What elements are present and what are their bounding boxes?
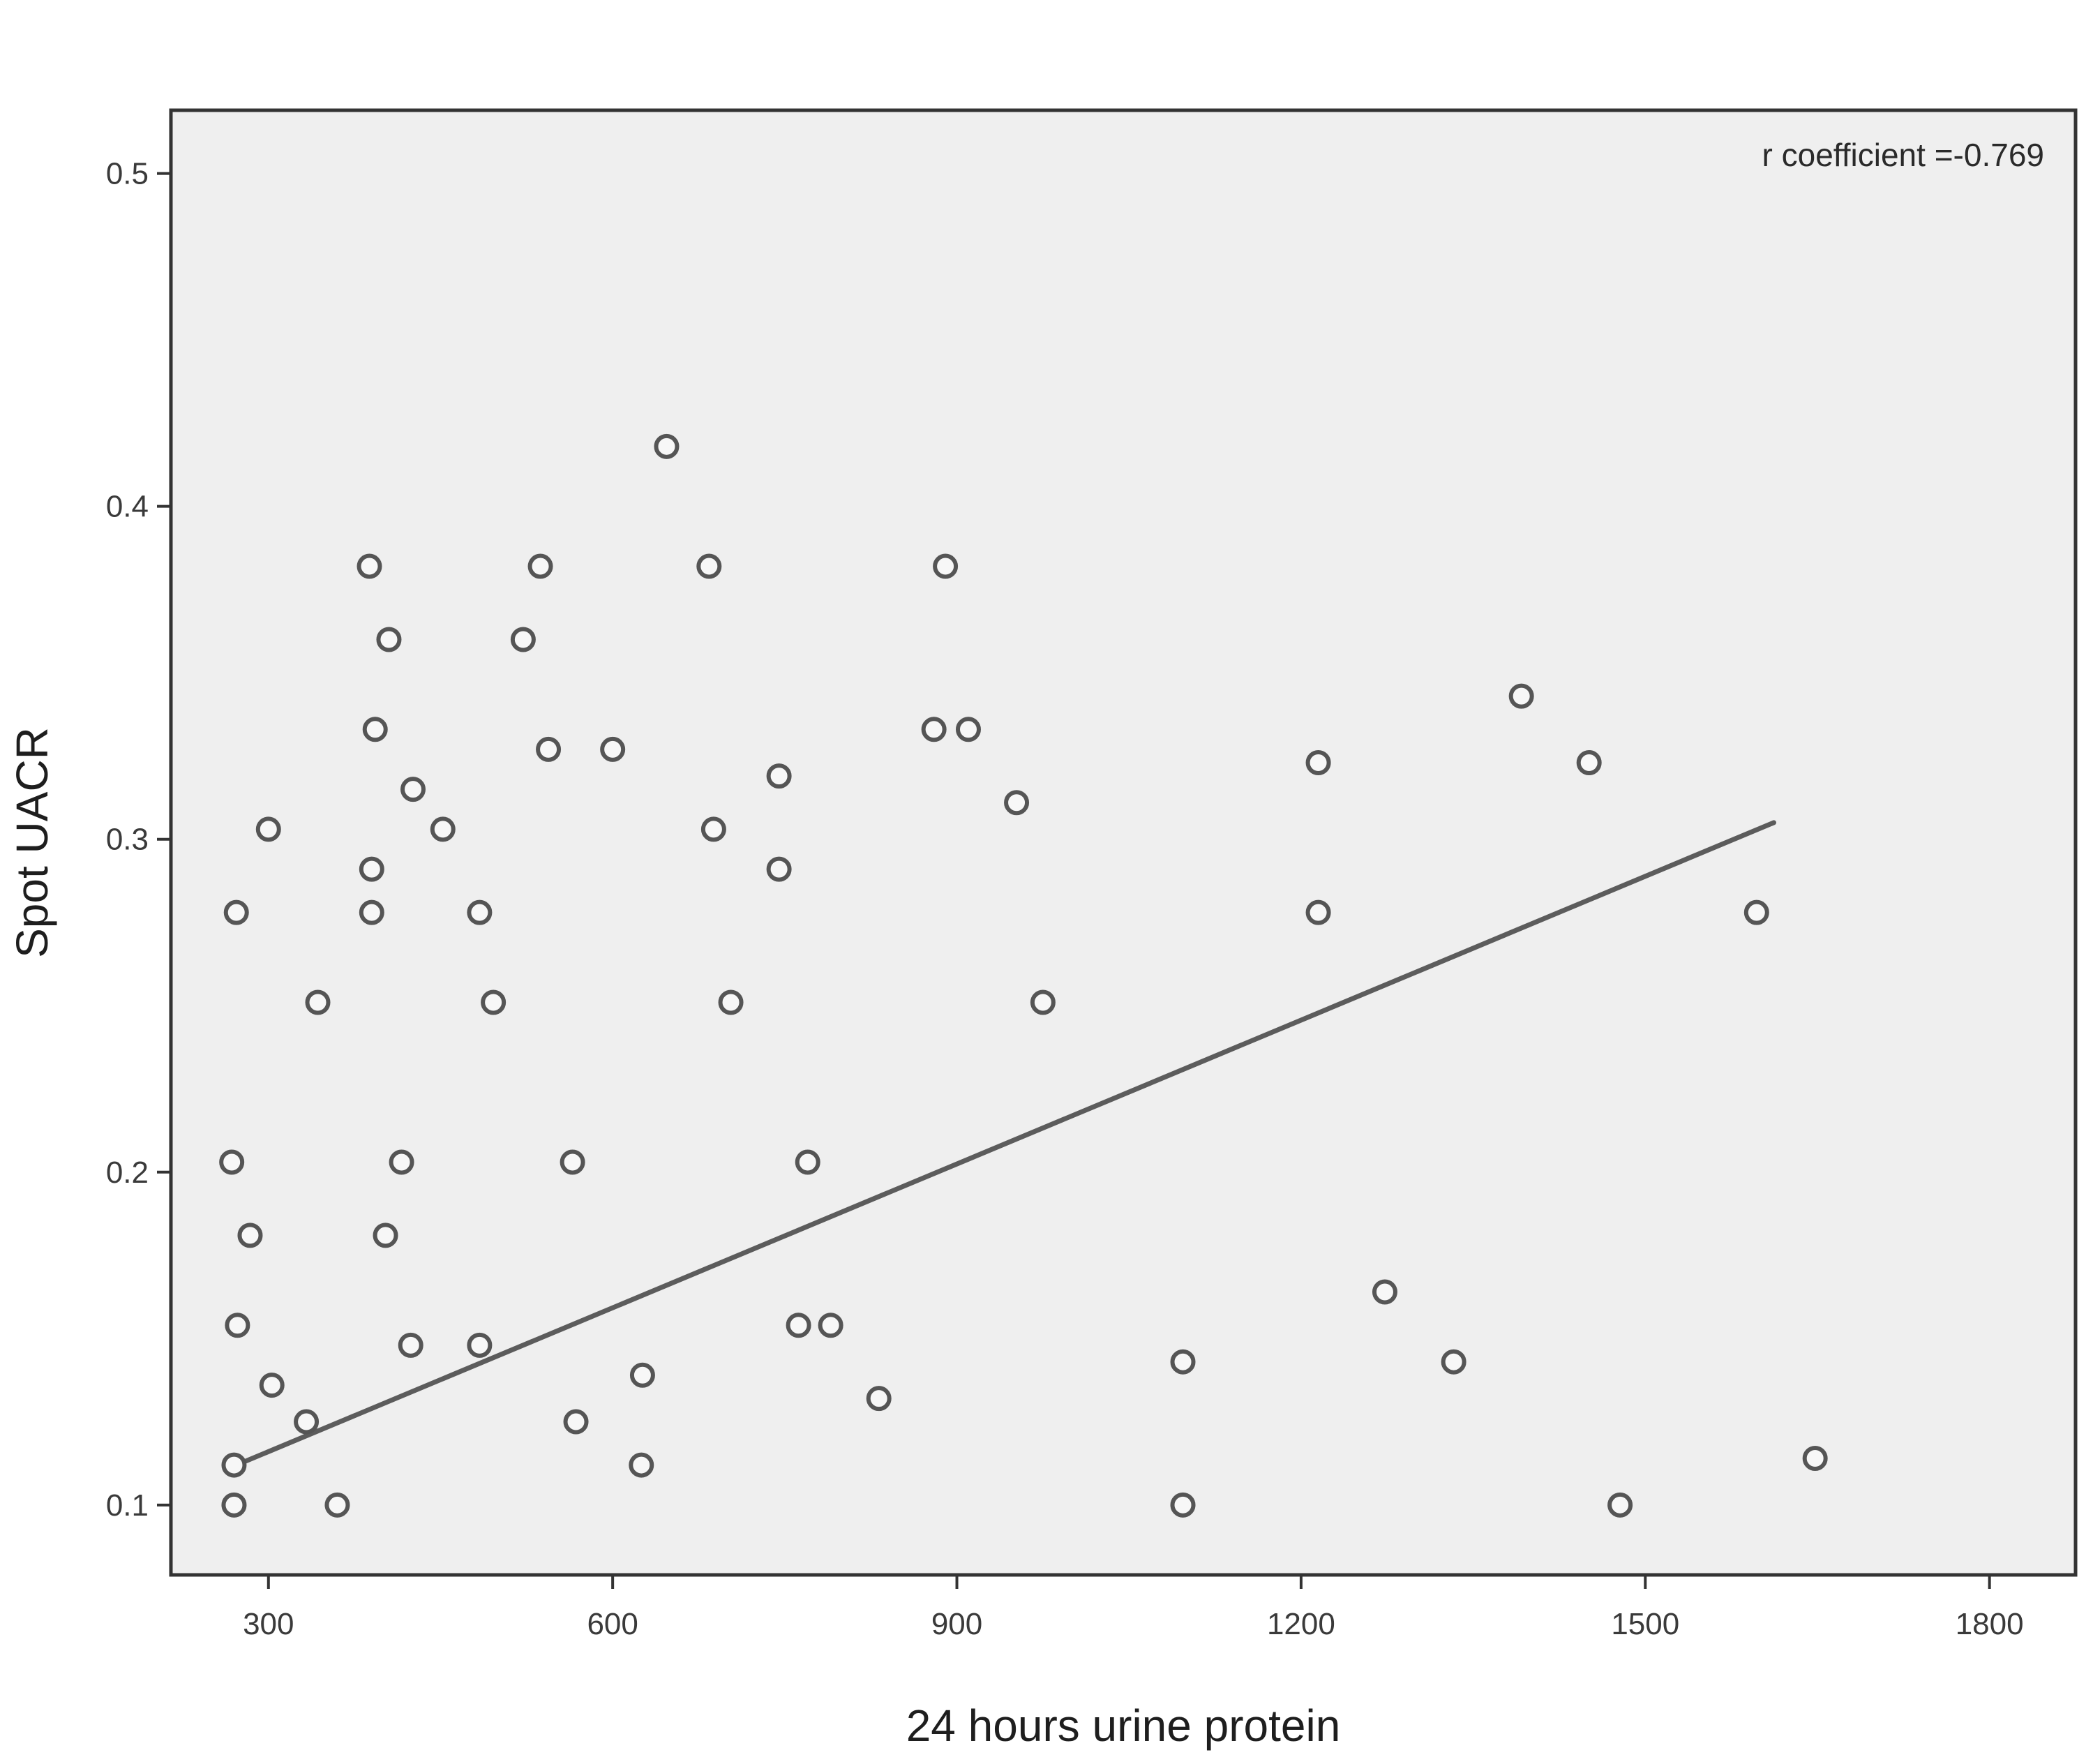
scatter-point — [536, 736, 562, 762]
scatter-point — [255, 816, 281, 842]
scatter-point — [700, 816, 726, 842]
scatter-point — [786, 1313, 811, 1338]
scatter-point — [1576, 750, 1602, 776]
scatter-point — [563, 1409, 589, 1435]
scatter-point — [430, 816, 456, 842]
x-tick-label: 1800 — [1956, 1607, 2024, 1641]
scatter-point — [1743, 899, 1769, 925]
scatter-point — [766, 856, 792, 882]
scatter-point — [1802, 1446, 1828, 1472]
scatter-point — [259, 1373, 285, 1398]
scatter-point — [795, 1149, 820, 1175]
x-tick-label: 900 — [931, 1607, 982, 1641]
scatter-point — [560, 1149, 585, 1175]
scatter-point — [654, 433, 680, 459]
x-tick-label: 300 — [243, 1607, 294, 1641]
plot-area — [171, 110, 2076, 1575]
scatter-point — [225, 1313, 250, 1338]
scatter-point — [305, 989, 331, 1015]
scatter-point — [1305, 899, 1331, 925]
scatter-point — [510, 627, 536, 652]
scatter-point — [696, 553, 722, 579]
scatter-point — [1305, 750, 1331, 776]
scatter-point — [400, 777, 426, 802]
x-tick-label: 600 — [587, 1607, 638, 1641]
scatter-point — [955, 717, 981, 742]
axis-ticks: 300 600 900 1200 1500 1800 0.1 0.2 0.3 0.4 0.5 — [106, 157, 2024, 1641]
scatter-point — [933, 553, 959, 579]
y-tick-label: 0.1 — [106, 1488, 149, 1523]
scatter-point — [221, 1492, 247, 1518]
scatter-point — [373, 1223, 398, 1248]
scatter-point — [362, 717, 388, 742]
x-tick-label: 1500 — [1611, 1607, 1679, 1641]
scatter-point — [718, 989, 744, 1015]
scatter-point — [359, 899, 384, 925]
scatter-point — [467, 1332, 493, 1358]
scatter-point — [1030, 989, 1056, 1015]
scatter-point — [359, 856, 384, 882]
scatter-point — [357, 553, 382, 579]
scatter-point — [398, 1332, 423, 1358]
data-points — [219, 433, 1828, 1518]
scatter-point — [921, 717, 947, 742]
scatter-point — [766, 763, 792, 789]
scatter-point — [376, 627, 402, 652]
x-tick-label: 1200 — [1267, 1607, 1335, 1641]
y-axis-title: Spot UACR — [7, 727, 57, 958]
scatter-point — [237, 1223, 263, 1248]
r-coefficient-annotation: r coefficient =-0.769 — [1762, 137, 2044, 173]
scatter-point — [389, 1149, 414, 1175]
scatter-point — [223, 899, 249, 925]
scatter-point — [1508, 683, 1534, 709]
plot-frame — [169, 108, 2078, 1577]
scatter-point — [219, 1149, 245, 1175]
scatter-point — [481, 989, 507, 1015]
scatter-point — [818, 1313, 843, 1338]
scatter-point — [600, 736, 626, 762]
scatter-point — [1372, 1279, 1397, 1305]
y-tick-label: 0.3 — [106, 823, 149, 857]
scatter-point — [629, 1362, 655, 1388]
scatter-point — [467, 899, 493, 925]
y-tick-label: 0.5 — [106, 157, 149, 191]
scatter-point — [324, 1492, 350, 1518]
scatter-point — [294, 1409, 320, 1435]
scatter-point — [866, 1386, 892, 1412]
regression-line — [234, 820, 1776, 1468]
y-tick-label: 0.4 — [106, 490, 149, 524]
scatter-point — [629, 1452, 654, 1478]
scatter-point — [1441, 1349, 1466, 1375]
scatter-point — [527, 553, 553, 579]
y-tick-label: 0.2 — [106, 1156, 149, 1190]
scatter-point — [1607, 1492, 1633, 1518]
scatter-point — [221, 1452, 247, 1478]
scatter-point — [1004, 790, 1030, 816]
scatter-point — [1170, 1349, 1196, 1375]
scatter-point — [1170, 1492, 1196, 1518]
x-axis-title: 24 hours urine protein — [906, 1701, 1341, 1751]
